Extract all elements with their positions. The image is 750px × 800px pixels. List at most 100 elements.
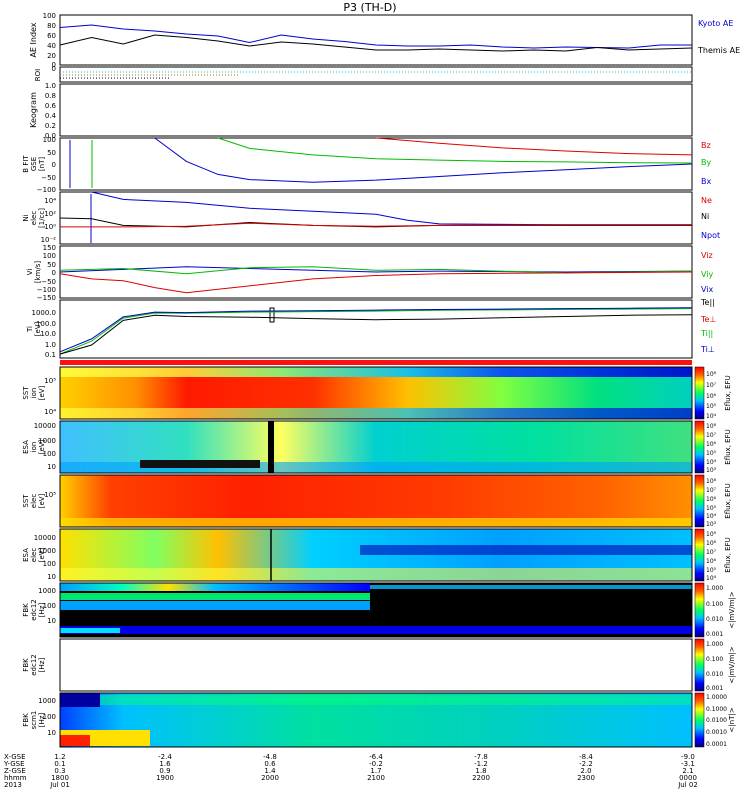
colorbar-tick: 0.100: [706, 656, 723, 663]
y-gse-value: -1.2: [474, 760, 488, 768]
panel-scm-ylabel-2: scm1: [30, 711, 38, 730]
tick-label: 1000.0: [32, 309, 57, 317]
colorbar-tick: 10⁵: [706, 505, 717, 512]
time-value: 1800: [51, 774, 69, 782]
series-line-by: [217, 137, 693, 164]
tick-label: 10⁵: [44, 377, 56, 385]
legend-themis-ae: Themis AE: [697, 46, 740, 55]
y-gse-value: -2.2: [579, 760, 593, 768]
x-column-6: -8.4 -2.2 2.0 2300: [577, 753, 595, 782]
time-value: 0000: [679, 774, 697, 782]
panel-esa-ion-ylabel-3: [eV]: [38, 439, 46, 454]
colorbar-tick: 0.0010: [706, 729, 727, 736]
colorbar: [694, 528, 705, 582]
legend-vix: Vix: [701, 285, 714, 294]
panel-fbk-scm1: FBK scm1 [Hz] 1000 100 10 1.0000 0.1000 …: [22, 692, 736, 748]
tick-label: 0: [52, 161, 56, 169]
x-column-3: -4.8 0.6 1.4 2000: [261, 753, 279, 782]
series-line-themis-ae: [59, 34, 693, 52]
colorbar-tick: 10⁷: [706, 382, 717, 389]
colorbar-tick: 10⁶: [706, 496, 717, 503]
tick-label: 50: [47, 149, 56, 157]
colorbar-tick: 10⁴: [706, 575, 717, 582]
time-value: 2000: [261, 774, 279, 782]
panel-velocity: Vi [km/s] 150 100 50 0 −50 −100 −150 Viz…: [26, 244, 714, 302]
colorbar-tick: 10⁸: [706, 540, 717, 547]
panel-fbk-b-ylabel-2: edc12: [30, 654, 38, 676]
density-series-group: [59, 191, 692, 228]
x-row-label-hhmm: hhmm: [4, 774, 27, 782]
tick-label: 1000: [38, 697, 56, 705]
tick-label: 50: [47, 261, 56, 269]
z-gse-value: 2.0: [580, 767, 591, 775]
x-gse-value: -8.4: [579, 753, 593, 761]
tick-label: 0.0: [45, 132, 56, 140]
series-line-te-: [59, 314, 693, 355]
colorbar-label: Eflux, EFU: [724, 429, 732, 464]
x-column-5: -7.8 -1.2 1.8 2200: [472, 753, 490, 782]
time-value: 1900: [156, 774, 174, 782]
colorbar-tick: 1.000: [706, 641, 723, 648]
colorbar-tick: 10⁷: [706, 549, 717, 556]
ae-series-group: [59, 24, 693, 52]
series-line-ti-: [59, 308, 693, 355]
tick-label: 0: [52, 61, 56, 69]
velocity-series-group: [59, 266, 693, 294]
panel-sst-elec-ylabel-2: elec: [30, 494, 38, 509]
colorbar-tick: 0.010: [706, 616, 723, 623]
panel-velocity-ylabel-2: [km/s]: [34, 261, 42, 284]
colorbar-tick: 10⁶: [706, 393, 717, 400]
tick-label: 100: [43, 136, 56, 144]
tick-label: 100: [43, 713, 56, 721]
colorbar-tick: 1.0000: [706, 694, 727, 701]
panel-temperature: Ti [eV] 1000.0 100.0 10.0 1.0 0.1 Te|| T…: [26, 298, 716, 359]
colorbar-tick: 10⁷: [706, 432, 717, 439]
series-line-bz: [375, 137, 693, 156]
x-row-label-ygse: Y-GSE: [3, 760, 25, 768]
colorbar-tick: 10⁵: [706, 403, 717, 410]
tick-label: 10: [47, 729, 56, 737]
tick-label: 100: [43, 602, 56, 610]
panel-velocity-ylabel-1: Vi: [26, 269, 34, 276]
tick-label: 20: [47, 52, 56, 60]
colorbar-tick: 10⁵: [706, 450, 717, 457]
panel-fbk-a-ylabel-1: FBK: [22, 603, 30, 617]
colorbar: [694, 638, 705, 692]
panel-fbk-a-ylabel-3: [Hz]: [38, 603, 46, 618]
tick-label: 40: [47, 42, 56, 50]
tick-label: 0: [52, 269, 56, 277]
x-axis: X-GSE Y-GSE Z-GSE hhmm 2013 1.2 0.1 0.3 …: [3, 753, 698, 789]
tick-label: 10: [47, 463, 56, 471]
x-gse-value: -6.4: [369, 753, 383, 761]
legend-ni: Ni: [701, 212, 709, 221]
colorbar-tick: 10⁴: [706, 459, 717, 466]
panel-sst-ion: SST ion [eV] 10⁵ 10⁴ 10⁸ 10⁷ 10⁶ 10⁵ 10⁴…: [22, 366, 732, 420]
x-column-4: -6.4 -0.2 1.7 2100: [367, 753, 385, 782]
z-gse-value: 0.3: [54, 767, 65, 775]
time-value: 2200: [472, 774, 490, 782]
panel-temperature-ylabel-1: Ti: [26, 326, 34, 333]
tick-label: 10²: [44, 210, 56, 218]
colorbar-tick: 10⁵: [706, 567, 717, 574]
colorbar-tick: 0.0001: [706, 741, 727, 748]
tick-label: 10⁴: [44, 408, 56, 416]
panel-esa-ion-ylabel-2: ion: [30, 442, 38, 453]
legend-bz: Bz: [701, 141, 711, 150]
tick-label: 10000: [34, 534, 56, 542]
colorbar-tick: 10⁴: [706, 513, 717, 520]
legend-te-perp: Te⊥: [700, 315, 716, 324]
x-gse-value: -2.4: [158, 753, 172, 761]
colorbar-tick: 0.001: [706, 685, 723, 692]
panel-density-ylabel-2: elec: [30, 211, 38, 226]
tick-label: 0.1: [45, 351, 56, 359]
colorbar-tick: 0.001: [706, 631, 723, 638]
series-line-ti-: [59, 307, 693, 353]
tick-label: 100.0: [36, 320, 56, 328]
x-column-1: 1.2 0.1 0.3 1800 Jul 01: [49, 753, 70, 789]
panel-sst-elec-ylabel-1: SST: [22, 494, 30, 508]
tick-label: 1000: [38, 587, 56, 595]
mode-bar: [60, 360, 692, 365]
tick-label: 1.0: [45, 82, 56, 90]
panel-roi: ROI 0: [34, 65, 693, 83]
